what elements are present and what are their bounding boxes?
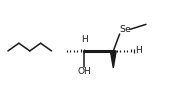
Text: OH: OH <box>77 67 91 76</box>
Polygon shape <box>110 51 116 68</box>
Text: H: H <box>81 35 88 44</box>
Text: Se: Se <box>119 25 131 34</box>
Text: H: H <box>135 46 142 55</box>
